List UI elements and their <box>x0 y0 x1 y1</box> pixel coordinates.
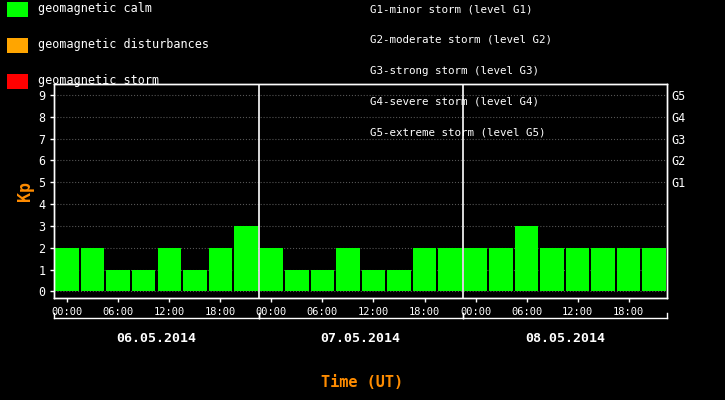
Bar <box>132 270 155 292</box>
Bar <box>617 248 640 292</box>
Bar <box>107 270 130 292</box>
Text: geomagnetic calm: geomagnetic calm <box>38 2 152 15</box>
Bar <box>260 248 283 292</box>
Bar <box>642 248 666 292</box>
Bar <box>362 270 385 292</box>
Bar <box>489 248 513 292</box>
Bar <box>310 270 334 292</box>
Bar <box>540 248 564 292</box>
Text: Time (UT): Time (UT) <box>321 375 404 390</box>
Text: G4-severe storm (level G4): G4-severe storm (level G4) <box>370 96 539 106</box>
Bar <box>464 248 487 292</box>
Text: 06.05.2014: 06.05.2014 <box>117 332 196 345</box>
Bar <box>81 248 104 292</box>
Text: geomagnetic storm: geomagnetic storm <box>38 74 160 87</box>
Bar <box>285 270 309 292</box>
Bar <box>209 248 232 292</box>
Bar <box>413 248 436 292</box>
Bar <box>157 248 181 292</box>
Bar <box>515 226 539 292</box>
Text: 08.05.2014: 08.05.2014 <box>525 332 605 345</box>
Bar <box>55 248 79 292</box>
Bar <box>592 248 615 292</box>
Text: G3-strong storm (level G3): G3-strong storm (level G3) <box>370 66 539 76</box>
Text: 07.05.2014: 07.05.2014 <box>320 332 401 345</box>
Bar <box>387 270 411 292</box>
Text: G5-extreme storm (level G5): G5-extreme storm (level G5) <box>370 127 545 137</box>
Text: geomagnetic disturbances: geomagnetic disturbances <box>38 38 210 51</box>
Bar <box>439 248 462 292</box>
Bar <box>183 270 207 292</box>
Text: G2-moderate storm (level G2): G2-moderate storm (level G2) <box>370 35 552 45</box>
Y-axis label: Kp: Kp <box>16 181 34 201</box>
Text: G1-minor storm (level G1): G1-minor storm (level G1) <box>370 4 532 14</box>
Bar <box>566 248 589 292</box>
Bar <box>336 248 360 292</box>
Bar <box>234 226 257 292</box>
